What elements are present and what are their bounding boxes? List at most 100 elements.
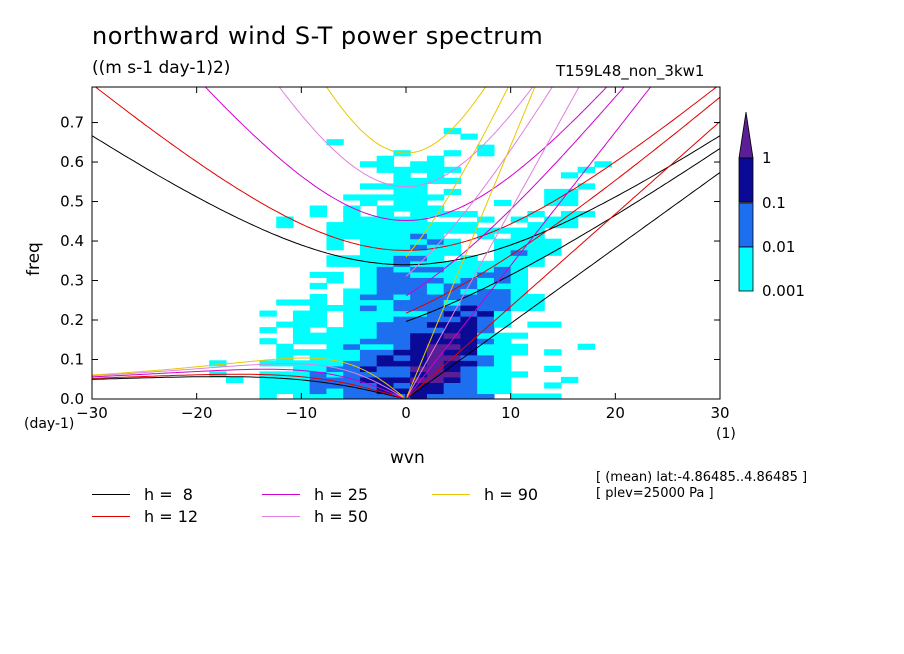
spectrum-cell (393, 338, 411, 345)
spectrum-cell (343, 382, 361, 389)
spectrum-cell (343, 393, 361, 399)
spectrum-cell (410, 266, 428, 273)
spectrum-cell (376, 205, 395, 212)
spectrum-cell (410, 244, 428, 251)
spectrum-cell (426, 277, 445, 284)
spectrum-cell (426, 238, 445, 245)
spectrum-cell (326, 332, 344, 339)
spectrum-cell (343, 227, 361, 234)
spectrum-cell (443, 249, 462, 256)
spectrum-cell (560, 216, 579, 223)
spectrum-cell (359, 266, 378, 273)
spectrum-cell (410, 288, 428, 295)
legend-swatch (92, 516, 130, 517)
spectrum-cell (493, 365, 512, 372)
spectrum-cell (343, 299, 361, 306)
spectrum-cell (443, 382, 462, 389)
spectrum-cell (477, 310, 495, 317)
spectrum-cell (359, 293, 378, 301)
spectrum-cell (443, 227, 462, 234)
spectrum-cell (443, 332, 462, 339)
spectrum-cell (510, 249, 529, 256)
spectrum-cell (426, 316, 445, 323)
spectrum-cell (460, 354, 478, 361)
x-tick-label: −20 (181, 404, 213, 422)
spectrum-cell (292, 365, 311, 372)
spectrum-cell (359, 199, 378, 207)
spectrum-cell (376, 155, 395, 162)
spectrum-cell (426, 305, 445, 312)
spectrum-cell (477, 277, 495, 284)
spectrum-cell (410, 194, 428, 201)
spectrum-cell (359, 371, 378, 378)
spectrum-cell (259, 382, 277, 389)
spectrum-cell (493, 255, 512, 262)
spectrum-cell (326, 255, 344, 262)
spectrum-cell (376, 338, 395, 345)
y-tick-label: 0.1 (60, 351, 84, 369)
spectrum-cell (410, 382, 428, 389)
spectrum-cell (426, 360, 445, 367)
spectrum-cell (326, 382, 344, 389)
spectrum-cell (477, 271, 495, 278)
spectrum-cell (225, 376, 244, 384)
spectrum-cell (460, 338, 478, 345)
spectrum-cell (343, 293, 361, 301)
spectrum-cell (343, 354, 361, 361)
x-axis-unit: (1) (716, 426, 736, 442)
spectrum-cell (544, 216, 562, 223)
spectrum-cell (443, 288, 462, 295)
legend-swatch (262, 516, 300, 517)
spectrum-cell (276, 343, 294, 350)
spectrum-cell (309, 387, 328, 395)
spectrum-cell (510, 305, 529, 312)
spectrum-cell (560, 376, 579, 384)
spectrum-cell (343, 349, 361, 356)
spectrum-cell (426, 393, 445, 399)
spectrum-cell (343, 288, 361, 295)
spectrum-cell (493, 338, 512, 345)
spectrum-cell (544, 349, 562, 356)
spectrum-cell (510, 266, 529, 273)
spectrum-cell (460, 271, 478, 278)
spectrum-cell (493, 343, 512, 350)
spectrum-cell (359, 255, 378, 262)
dispersion-curves (92, 87, 720, 399)
y-tick-label: 0.3 (60, 272, 84, 290)
spectrum-cell (426, 382, 445, 389)
colorbar-segment (738, 202, 754, 248)
spectrum-cell (460, 387, 478, 395)
spectrum-cell (393, 354, 411, 361)
spectrum-cell (359, 288, 378, 295)
spectrum-cell (426, 376, 445, 384)
spectrum-cell (309, 205, 328, 212)
spectrum-cell (359, 305, 378, 312)
mrg-curve-h90 (405, 87, 509, 258)
rossby-curve-h8 (92, 376, 404, 399)
spectrum-cell (376, 222, 395, 229)
spectrum-cell (477, 349, 495, 356)
meta-plev: [ plev=25000 Pa ] (596, 486, 714, 501)
spectrum-cell (460, 222, 478, 229)
spectrum-cell (544, 393, 562, 399)
spectrum-cell (493, 266, 512, 273)
kelvin-curve-h12 (405, 121, 720, 399)
spectrum-cell (460, 266, 478, 273)
spectrum-cell (426, 205, 445, 212)
spectrum-cell (376, 393, 395, 399)
spectrum-cell (393, 177, 411, 184)
spectrum-cell (393, 305, 411, 312)
spectrum-cell (359, 249, 378, 256)
spectrum-cell (426, 194, 445, 201)
spectrum-cell (410, 227, 428, 234)
spectrum-cell (410, 316, 428, 323)
spectrum-cell (343, 260, 361, 267)
spectrum-cell (376, 299, 395, 306)
spectrum-cell (376, 161, 395, 168)
spectrum-cell (343, 321, 361, 328)
spectrum-cell (426, 227, 445, 234)
y-tick-label: 0.4 (60, 232, 84, 250)
spectrum-cell (477, 321, 495, 328)
spectrum-cell (376, 238, 395, 245)
spectrum-cell (493, 321, 512, 328)
